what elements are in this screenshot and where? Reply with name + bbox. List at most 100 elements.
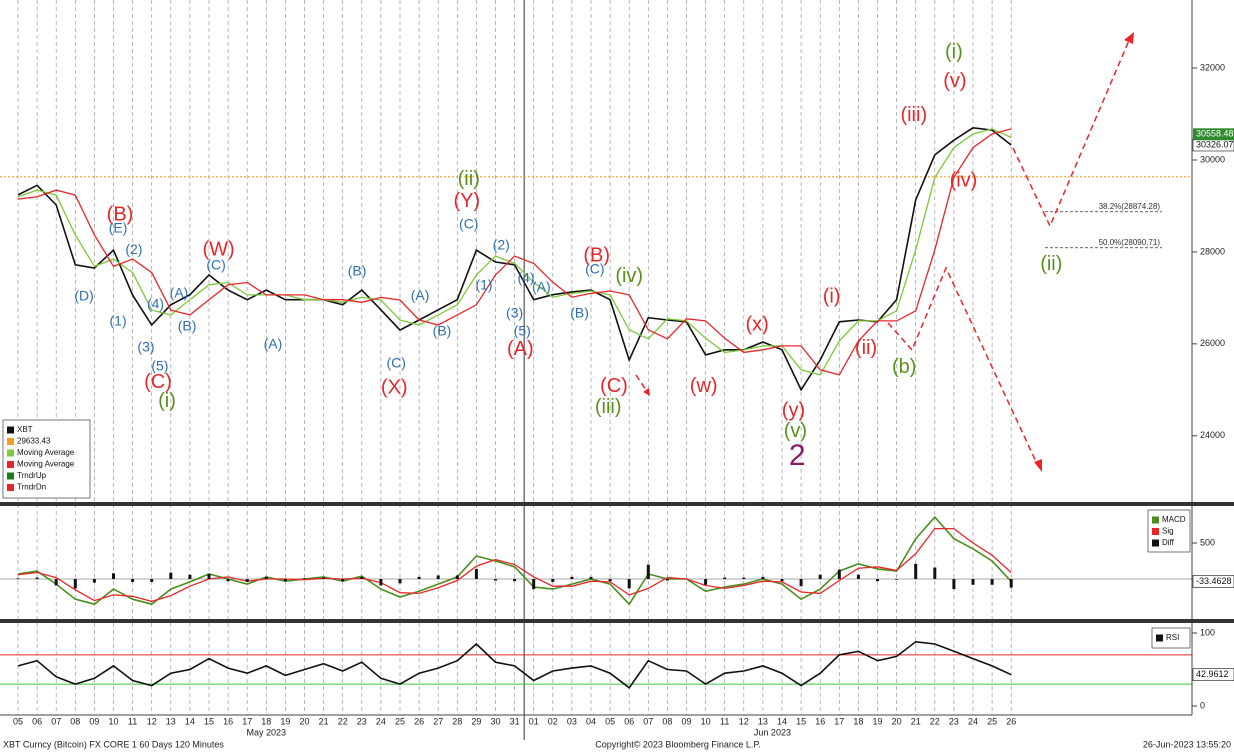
diff-bar bbox=[933, 567, 937, 580]
wave-label: (C) bbox=[144, 371, 172, 393]
x-tick-label: 20 bbox=[299, 716, 309, 726]
x-tick-label: 06 bbox=[624, 716, 634, 726]
legend-swatch bbox=[7, 426, 14, 434]
diff-bar bbox=[322, 577, 326, 580]
x-tick-label: 23 bbox=[357, 716, 367, 726]
wave-label: (B) bbox=[433, 323, 452, 339]
y-tick-label: 100 bbox=[1200, 627, 1215, 637]
diff-bar bbox=[799, 579, 803, 587]
wave-label: (W) bbox=[202, 238, 234, 260]
footer-center: Copyright© 2023 Bloomberg Finance L.P. bbox=[595, 739, 761, 749]
diff-bar bbox=[245, 579, 249, 582]
legend-swatch bbox=[7, 484, 14, 491]
legend-label: Diff bbox=[1162, 538, 1175, 547]
wave-label: (A) bbox=[264, 335, 283, 351]
x-tick-label: 18 bbox=[261, 716, 271, 726]
x-tick-label: 16 bbox=[815, 716, 825, 726]
legend-label: Moving Average bbox=[17, 460, 75, 469]
wave-label: (iii) bbox=[900, 104, 927, 126]
legend-label: MACD bbox=[1162, 515, 1186, 524]
x-tick-label: 22 bbox=[930, 716, 940, 726]
diff-bar bbox=[16, 578, 20, 580]
x-tick-label: 20 bbox=[892, 716, 902, 726]
diff-bar bbox=[112, 573, 115, 580]
diff-bar bbox=[665, 579, 669, 581]
series-line bbox=[17, 128, 1012, 376]
wave-label: (5) bbox=[151, 358, 168, 374]
wave-label: (A) bbox=[532, 278, 551, 294]
diff-bar bbox=[914, 563, 918, 580]
legend-box bbox=[2, 419, 91, 499]
x-tick-label: 22 bbox=[338, 716, 348, 726]
projection-up bbox=[1012, 37, 1131, 228]
series-line bbox=[17, 527, 1012, 603]
x-tick-label: 17 bbox=[834, 716, 844, 726]
legend-label: 29633.43 bbox=[17, 437, 51, 446]
x-tick-label: 29 bbox=[471, 716, 481, 726]
arrowhead bbox=[1034, 459, 1042, 472]
diff-bar bbox=[971, 579, 975, 585]
x-tick-label: 25 bbox=[987, 716, 997, 726]
diff-bar bbox=[360, 576, 364, 580]
wave-label: (1) bbox=[110, 312, 127, 328]
wave-label: (ii) bbox=[458, 168, 480, 190]
y-tick-label: 30000 bbox=[1200, 154, 1225, 164]
fib-label: 38.2%(28874.28) bbox=[1099, 202, 1161, 211]
x-tick-label: 06 bbox=[32, 716, 42, 726]
diff-bar bbox=[627, 579, 631, 589]
wave-label: (i) bbox=[158, 390, 176, 412]
y-tick-label: 0 bbox=[1200, 700, 1205, 710]
legend-swatch bbox=[1156, 634, 1163, 642]
panel-separator bbox=[0, 502, 1234, 506]
x-tick-label: 19 bbox=[872, 716, 882, 726]
wave-label: (C) bbox=[600, 375, 628, 397]
wave-label: (B) bbox=[570, 305, 589, 321]
x-tick-label: 21 bbox=[319, 716, 329, 726]
projection-down bbox=[887, 266, 1039, 467]
wave-label: (A) bbox=[507, 338, 534, 360]
wave-label: (2) bbox=[493, 237, 510, 253]
arrowhead bbox=[643, 388, 650, 396]
x-tick-label: 03 bbox=[567, 716, 577, 726]
x-tick-label: 26 bbox=[1006, 716, 1016, 726]
wave-label: (D) bbox=[74, 288, 93, 304]
diff-bar bbox=[474, 568, 478, 580]
diff-bar bbox=[207, 573, 211, 580]
diff-bar bbox=[876, 579, 879, 582]
y-tick-label: 500 bbox=[1200, 537, 1215, 547]
footer-right: 26-Jun-2023 13:55:20 bbox=[1143, 739, 1231, 749]
wave-label: (C) bbox=[459, 215, 478, 231]
diff-bar bbox=[704, 579, 708, 585]
diff-bar bbox=[398, 579, 402, 584]
x-tick-label: 10 bbox=[108, 716, 118, 726]
wave-label: (x) bbox=[746, 313, 769, 335]
panel-separator bbox=[0, 619, 1234, 623]
fib-label: 50.0%(28090.71) bbox=[1099, 238, 1161, 247]
legend-swatch bbox=[7, 449, 14, 457]
projection-arrows bbox=[635, 37, 1131, 467]
wave-label: (C) bbox=[206, 256, 225, 272]
x-tick-label: 07 bbox=[51, 716, 61, 726]
x-tick-label: 12 bbox=[147, 716, 157, 726]
x-tick-label: 18 bbox=[853, 716, 863, 726]
series-line bbox=[17, 128, 1012, 376]
x-tick-label: 23 bbox=[949, 716, 959, 726]
diff-bar bbox=[264, 576, 268, 580]
wave-label: (5) bbox=[514, 323, 531, 339]
legend-swatch bbox=[7, 472, 14, 480]
x-tick-label: 31 bbox=[510, 716, 520, 726]
legend-label: RSI bbox=[1166, 633, 1179, 642]
diff-bar bbox=[494, 579, 497, 581]
diff-bar bbox=[303, 578, 306, 580]
diff-bar bbox=[780, 579, 784, 582]
wave-label: (4) bbox=[147, 295, 164, 311]
diff-bar bbox=[990, 579, 994, 585]
x-tick-label: 11 bbox=[128, 716, 137, 726]
diff-bar bbox=[742, 577, 746, 580]
diff-bar bbox=[952, 579, 956, 590]
x-tick-label: 09 bbox=[681, 716, 691, 726]
x-tick-label: 26 bbox=[414, 716, 424, 726]
series-line bbox=[17, 640, 1012, 689]
diff-bar bbox=[570, 576, 574, 580]
wave-label: (y) bbox=[782, 399, 805, 421]
